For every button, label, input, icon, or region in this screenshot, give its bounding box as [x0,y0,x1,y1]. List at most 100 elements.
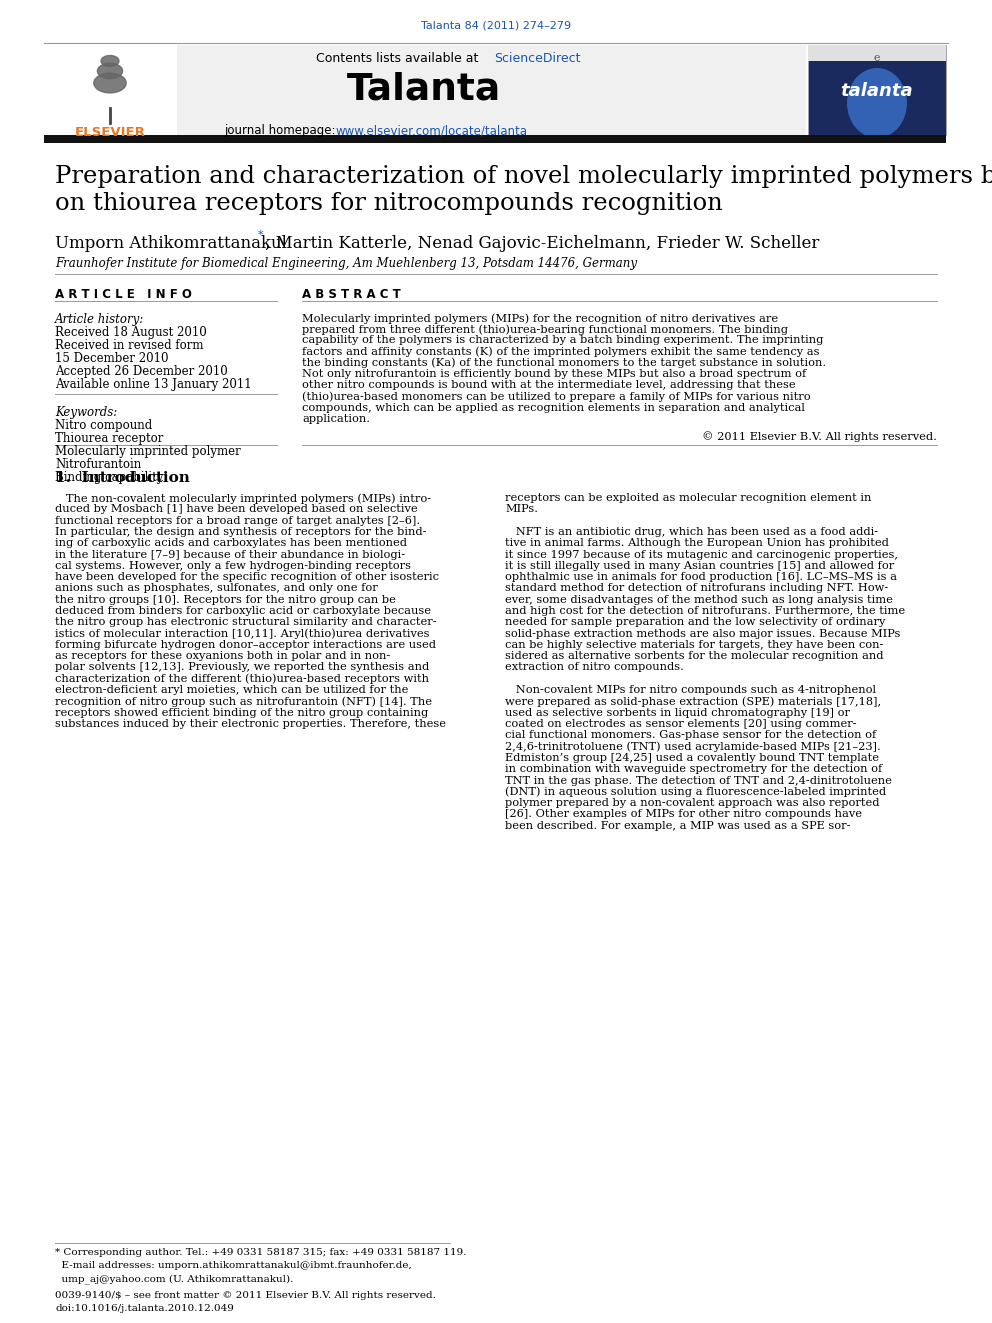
Text: it since 1997 because of its mutagenic and carcinogenic properties,: it since 1997 because of its mutagenic a… [505,549,898,560]
Text: 1.  Introduction: 1. Introduction [55,471,189,486]
Text: used as selective sorbents in liquid chromatography [19] or: used as selective sorbents in liquid chr… [505,708,850,717]
Text: solid-phase extraction methods are also major issues. Because MIPs: solid-phase extraction methods are also … [505,628,901,639]
Text: coated on electrodes as sensor elements [20] using commer-: coated on electrodes as sensor elements … [505,718,857,729]
Text: ELSEVIER: ELSEVIER [74,126,146,139]
Text: application.: application. [302,414,370,423]
Text: anions such as phosphates, sulfonates, and only one for: anions such as phosphates, sulfonates, a… [55,583,378,594]
Text: sidered as alternative sorbents for the molecular recognition and: sidered as alternative sorbents for the … [505,651,884,662]
Text: on thiourea receptors for nitrocompounds recognition: on thiourea receptors for nitrocompounds… [55,192,723,216]
Text: A B S T R A C T: A B S T R A C T [302,288,401,302]
Text: www.elsevier.com/locate/talanta: www.elsevier.com/locate/talanta [335,124,527,138]
Text: extraction of nitro compounds.: extraction of nitro compounds. [505,663,683,672]
Text: capability of the polymers is characterized by a batch binding experiment. The i: capability of the polymers is characteri… [302,336,823,345]
Text: prepared from three different (thio)urea-bearing functional monomers. The bindin: prepared from three different (thio)urea… [302,324,788,335]
Text: Talanta 84 (2011) 274–279: Talanta 84 (2011) 274–279 [421,21,571,30]
Text: talanta: talanta [840,82,914,101]
Text: Preparation and characterization of novel molecularly imprinted polymers based: Preparation and characterization of nove… [55,165,992,188]
Text: ump_aj@yahoo.com (U. Athikomrattanakul).: ump_aj@yahoo.com (U. Athikomrattanakul). [55,1274,294,1283]
Text: as receptors for these oxyanions both in polar and in non-: as receptors for these oxyanions both in… [55,651,390,662]
Text: were prepared as solid-phase extraction (SPE) materials [17,18],: were prepared as solid-phase extraction … [505,696,881,706]
Text: (DNT) in aqueous solution using a fluorescence-labeled imprinted: (DNT) in aqueous solution using a fluore… [505,787,886,798]
Text: it is still illegally used in many Asian countries [15] and allowed for: it is still illegally used in many Asian… [505,561,894,570]
Text: Talanta: Talanta [347,71,501,107]
Text: doi:10.1016/j.talanta.2010.12.049: doi:10.1016/j.talanta.2010.12.049 [55,1304,234,1312]
Text: needed for sample preparation and the low selectivity of ordinary: needed for sample preparation and the lo… [505,618,886,627]
Text: Nitrofurantoin: Nitrofurantoin [55,458,141,471]
Text: Received in revised form: Received in revised form [55,339,203,352]
Text: NFT is an antibiotic drug, which has been used as a food addi-: NFT is an antibiotic drug, which has bee… [505,527,878,537]
Text: Nitro compound: Nitro compound [55,419,152,433]
Text: [26]. Other examples of MIPs for other nitro compounds have: [26]. Other examples of MIPs for other n… [505,810,862,819]
Bar [808,45,946,61]
Text: can be highly selective materials for targets, they have been con-: can be highly selective materials for ta… [505,640,883,650]
Text: compounds, which can be applied as recognition elements in separation and analyt: compounds, which can be applied as recog… [302,402,805,413]
Text: Molecularly imprinted polymers (MIPs) for the recognition of nitro derivatives a: Molecularly imprinted polymers (MIPs) fo… [302,314,778,324]
Bar [44,135,946,143]
Text: the nitro group has electronic structural similarity and character-: the nitro group has electronic structura… [55,618,436,627]
Text: receptors can be exploited as molecular recognition element in: receptors can be exploited as molecular … [505,493,871,503]
Text: Non-covalent MIPs for nitro compounds such as 4-nitrophenol: Non-covalent MIPs for nitro compounds su… [505,685,876,695]
Text: MIPs.: MIPs. [505,504,538,515]
Text: *: * [258,230,264,239]
Text: cial functional monomers. Gas-phase sensor for the detection of: cial functional monomers. Gas-phase sens… [505,730,876,741]
Text: Received 18 August 2010: Received 18 August 2010 [55,325,206,339]
Text: standard method for detection of nitrofurans including NFT. How-: standard method for detection of nitrofu… [505,583,888,594]
Polygon shape [94,73,126,93]
Text: forming bifurcate hydrogen donor–acceptor interactions are used: forming bifurcate hydrogen donor–accepto… [55,640,436,650]
Text: substances induced by their electronic properties. Therefore, these: substances induced by their electronic p… [55,718,446,729]
Text: (thio)urea-based monomers can be utilized to prepare a family of MIPs for variou: (thio)urea-based monomers can be utilize… [302,392,810,402]
Bar [44,45,177,135]
Text: Umporn Athikomrattanakul: Umporn Athikomrattanakul [55,235,287,251]
Text: factors and affinity constants (K) of the imprinted polymers exhibit the same te: factors and affinity constants (K) of th… [302,347,819,357]
Bar [44,45,806,135]
Text: have been developed for the specific recognition of other isosteric: have been developed for the specific rec… [55,572,439,582]
Text: and high cost for the detection of nitrofurans. Furthermore, the time: and high cost for the detection of nitro… [505,606,905,617]
Text: A R T I C L E   I N F O: A R T I C L E I N F O [55,288,191,302]
Text: Edmiston’s group [24,25] used a covalently bound TNT template: Edmiston’s group [24,25] used a covalent… [505,753,879,763]
Text: deduced from binders for carboxylic acid or carboxylate because: deduced from binders for carboxylic acid… [55,606,431,617]
Text: Article history:: Article history: [55,314,144,325]
Text: Not only nitrofurantoin is efficiently bound by these MIPs but also a broad spec: Not only nitrofurantoin is efficiently b… [302,369,806,378]
Text: ophthalmic use in animals for food production [16]. LC–MS–MS is a: ophthalmic use in animals for food produ… [505,572,897,582]
Text: © 2011 Elsevier B.V. All rights reserved.: © 2011 Elsevier B.V. All rights reserved… [702,431,937,442]
Text: Molecularly imprinted polymer: Molecularly imprinted polymer [55,445,241,458]
Text: 15 December 2010: 15 December 2010 [55,352,169,365]
Text: e: e [874,53,880,64]
Text: other nitro compounds is bound with at the intermediate level, addressing that t: other nitro compounds is bound with at t… [302,380,796,390]
Text: 2,4,6-trinitrotoluene (TNT) used acrylamide-based MIPs [21–23].: 2,4,6-trinitrotoluene (TNT) used acrylam… [505,742,881,753]
Text: ScienceDirect: ScienceDirect [494,52,580,65]
Text: functional receptors for a broad range of target analytes [2–6].: functional receptors for a broad range o… [55,516,421,525]
Text: recognition of nitro group such as nitrofurantoin (NFT) [14]. The: recognition of nitro group such as nitro… [55,696,432,706]
Text: in the literature [7–9] because of their abundance in biologi-: in the literature [7–9] because of their… [55,549,405,560]
Text: Available online 13 January 2011: Available online 13 January 2011 [55,378,252,392]
Text: been described. For example, a MIP was used as a SPE sor-: been described. For example, a MIP was u… [505,820,850,831]
Text: duced by Mosbach [1] have been developed based on selective: duced by Mosbach [1] have been developed… [55,504,418,515]
Text: receptors showed efficient binding of the nitro group containing: receptors showed efficient binding of th… [55,708,429,717]
Text: Fraunhofer Institute for Biomedical Engineering, Am Muehlenberg 13, Potsdam 1447: Fraunhofer Institute for Biomedical Engi… [55,257,637,270]
Text: * Corresponding author. Tel.: +49 0331 58187 315; fax: +49 0331 58187 119.: * Corresponding author. Tel.: +49 0331 5… [55,1248,466,1257]
Text: Accepted 26 December 2010: Accepted 26 December 2010 [55,365,228,378]
Polygon shape [101,56,119,66]
Text: The non-covalent molecularly imprinted polymers (MIPs) intro-: The non-covalent molecularly imprinted p… [55,493,432,504]
Text: polar solvents [12,13]. Previously, we reported the synthesis and: polar solvents [12,13]. Previously, we r… [55,663,430,672]
Bar [808,45,946,135]
Text: Binding capability: Binding capability [55,471,164,484]
Text: Keywords:: Keywords: [55,406,117,419]
Text: electron-deficient aryl moieties, which can be utilized for the: electron-deficient aryl moieties, which … [55,685,409,695]
Text: ing of carboxylic acids and carboxylates has been mentioned: ing of carboxylic acids and carboxylates… [55,538,407,548]
Ellipse shape [847,67,907,138]
Text: , Martin Katterle, Nenad Gajovic-Eichelmann, Frieder W. Scheller: , Martin Katterle, Nenad Gajovic-Eichelm… [265,235,819,251]
Text: ever, some disadvantages of the method such as long analysis time: ever, some disadvantages of the method s… [505,595,893,605]
Polygon shape [97,64,123,78]
Text: tive in animal farms. Although the European Union has prohibited: tive in animal farms. Although the Europ… [505,538,889,548]
Text: the nitro groups [10]. Receptors for the nitro group can be: the nitro groups [10]. Receptors for the… [55,595,396,605]
Text: TNT in the gas phase. The detection of TNT and 2,4-dinitrotoluene: TNT in the gas phase. The detection of T… [505,775,892,786]
Text: journal homepage:: journal homepage: [224,124,339,138]
Text: Thiourea receptor: Thiourea receptor [55,433,164,445]
Text: In particular, the design and synthesis of receptors for the bind-: In particular, the design and synthesis … [55,527,427,537]
Text: 0039-9140/$ – see front matter © 2011 Elsevier B.V. All rights reserved.: 0039-9140/$ – see front matter © 2011 El… [55,1291,435,1301]
Text: polymer prepared by a non-covalent approach was also reported: polymer prepared by a non-covalent appro… [505,798,880,808]
Text: Contents lists available at: Contents lists available at [316,52,482,65]
Text: characterization of the different (thio)urea-based receptors with: characterization of the different (thio)… [55,673,429,684]
Text: istics of molecular interaction [10,11]. Aryl(thio)urea derivatives: istics of molecular interaction [10,11].… [55,628,430,639]
